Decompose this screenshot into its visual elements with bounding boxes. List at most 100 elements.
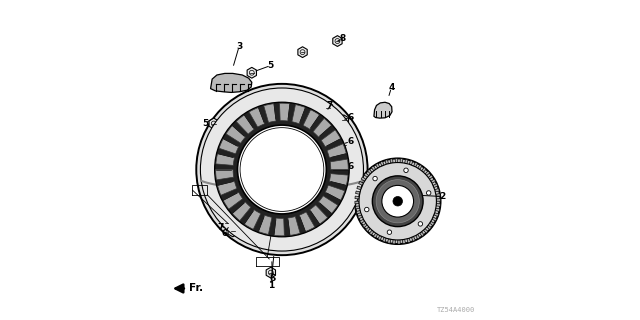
- Polygon shape: [356, 211, 361, 214]
- Polygon shape: [365, 227, 371, 232]
- Polygon shape: [436, 199, 440, 201]
- Wedge shape: [264, 104, 276, 123]
- Polygon shape: [432, 217, 436, 221]
- Text: 5: 5: [268, 61, 274, 70]
- Wedge shape: [280, 103, 290, 121]
- Wedge shape: [321, 130, 340, 147]
- Wedge shape: [310, 205, 328, 224]
- Wedge shape: [330, 159, 348, 170]
- Circle shape: [200, 88, 364, 251]
- Circle shape: [382, 185, 413, 217]
- Polygon shape: [266, 267, 275, 278]
- Wedge shape: [319, 196, 338, 213]
- Text: 5: 5: [202, 119, 208, 128]
- Polygon shape: [409, 160, 413, 165]
- Wedge shape: [325, 185, 345, 200]
- Polygon shape: [378, 236, 382, 240]
- Text: Fr.: Fr.: [189, 284, 204, 293]
- Polygon shape: [228, 226, 237, 237]
- Wedge shape: [288, 217, 300, 235]
- Wedge shape: [313, 118, 332, 137]
- Text: 7: 7: [217, 223, 223, 232]
- Text: 6: 6: [221, 229, 228, 238]
- Polygon shape: [355, 196, 359, 199]
- Polygon shape: [209, 118, 218, 129]
- Polygon shape: [385, 160, 388, 164]
- Text: 6: 6: [347, 163, 353, 172]
- Polygon shape: [436, 194, 440, 196]
- Polygon shape: [429, 221, 435, 226]
- Polygon shape: [373, 233, 378, 238]
- Wedge shape: [236, 115, 254, 134]
- Text: 6: 6: [269, 274, 276, 283]
- Circle shape: [372, 176, 423, 227]
- Circle shape: [418, 222, 422, 226]
- Polygon shape: [412, 236, 415, 241]
- Polygon shape: [392, 240, 396, 244]
- Polygon shape: [428, 175, 433, 179]
- Circle shape: [387, 230, 392, 235]
- Wedge shape: [216, 154, 234, 165]
- Polygon shape: [339, 140, 348, 150]
- Wedge shape: [249, 108, 264, 127]
- Polygon shape: [403, 239, 405, 244]
- Polygon shape: [298, 47, 307, 58]
- Wedge shape: [218, 181, 237, 195]
- Polygon shape: [431, 179, 436, 183]
- Wedge shape: [274, 218, 284, 236]
- Text: 7: 7: [326, 101, 333, 110]
- Wedge shape: [303, 110, 319, 129]
- Polygon shape: [371, 166, 376, 171]
- Polygon shape: [211, 73, 252, 92]
- Polygon shape: [435, 208, 440, 212]
- Circle shape: [376, 180, 419, 223]
- Polygon shape: [364, 173, 369, 177]
- Circle shape: [214, 102, 349, 237]
- Circle shape: [196, 84, 367, 255]
- Polygon shape: [390, 159, 393, 163]
- Polygon shape: [247, 68, 257, 78]
- Wedge shape: [219, 139, 239, 154]
- Circle shape: [393, 196, 403, 206]
- Text: 4: 4: [388, 83, 395, 92]
- Polygon shape: [404, 159, 408, 164]
- Polygon shape: [333, 36, 342, 46]
- Circle shape: [355, 158, 440, 244]
- Wedge shape: [327, 144, 346, 158]
- Polygon shape: [424, 228, 428, 233]
- Polygon shape: [425, 171, 430, 176]
- Polygon shape: [367, 169, 372, 174]
- Polygon shape: [427, 225, 431, 230]
- Polygon shape: [434, 213, 438, 216]
- Polygon shape: [413, 162, 418, 167]
- Wedge shape: [259, 215, 272, 235]
- Wedge shape: [232, 202, 251, 221]
- Text: 3: 3: [236, 42, 242, 51]
- Polygon shape: [360, 219, 365, 223]
- Polygon shape: [395, 158, 397, 163]
- Polygon shape: [339, 165, 348, 176]
- Polygon shape: [356, 191, 360, 194]
- Circle shape: [373, 176, 378, 181]
- Text: 2: 2: [439, 192, 445, 201]
- Text: TZ54A4000: TZ54A4000: [437, 307, 476, 313]
- Polygon shape: [355, 206, 360, 209]
- Wedge shape: [216, 170, 234, 180]
- Wedge shape: [226, 125, 245, 143]
- Polygon shape: [400, 158, 403, 163]
- Polygon shape: [221, 218, 231, 229]
- Polygon shape: [323, 102, 333, 113]
- Circle shape: [359, 163, 436, 240]
- Circle shape: [404, 168, 408, 172]
- Polygon shape: [436, 204, 440, 206]
- Polygon shape: [407, 238, 410, 243]
- Polygon shape: [397, 240, 400, 244]
- Polygon shape: [362, 223, 367, 228]
- Circle shape: [365, 207, 369, 212]
- Wedge shape: [292, 105, 305, 124]
- Text: 1: 1: [268, 281, 274, 290]
- Polygon shape: [358, 181, 364, 185]
- Wedge shape: [300, 212, 315, 231]
- Circle shape: [237, 125, 326, 214]
- Polygon shape: [355, 201, 359, 204]
